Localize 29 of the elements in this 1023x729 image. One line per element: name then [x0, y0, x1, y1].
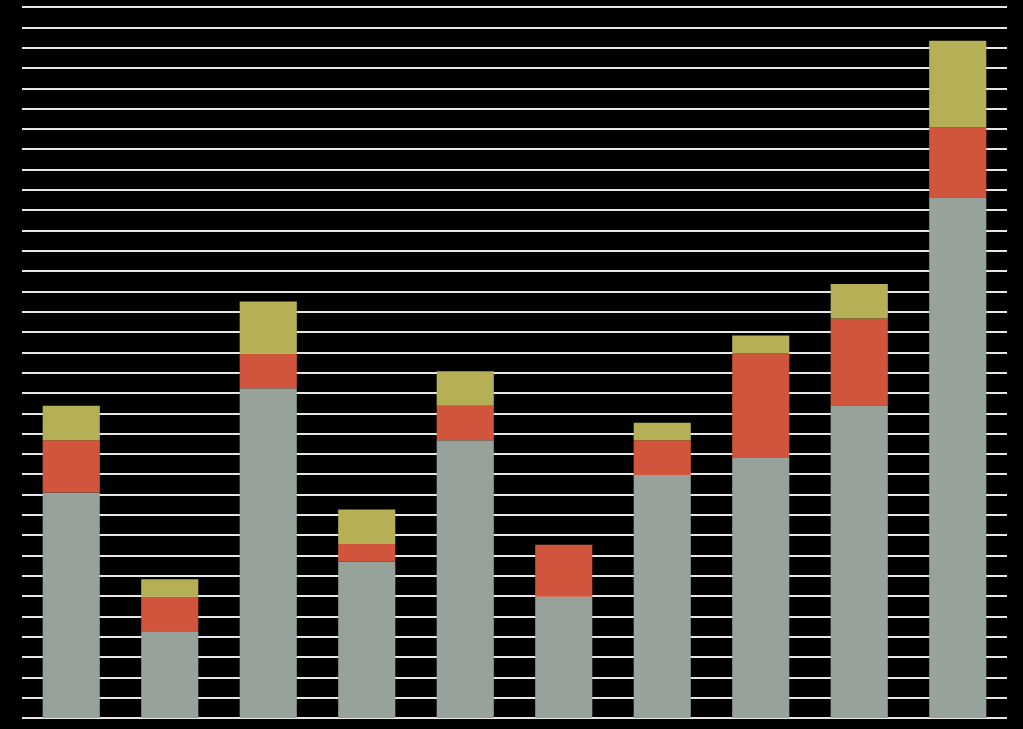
- bar: [633, 422, 691, 441]
- bar: [338, 561, 396, 718]
- bar: [929, 197, 987, 718]
- bar: [42, 492, 100, 718]
- bar: [338, 509, 396, 544]
- bar: [436, 371, 494, 406]
- bar: [830, 318, 888, 406]
- bar: [929, 40, 987, 128]
- bar: [535, 596, 593, 718]
- bar: [830, 283, 888, 319]
- bar: [141, 631, 199, 718]
- bar: [732, 457, 790, 718]
- bar: [338, 543, 396, 562]
- bar: [141, 579, 199, 597]
- bar: [929, 127, 987, 198]
- bar: [436, 405, 494, 441]
- bar: [239, 301, 297, 354]
- bar: [239, 353, 297, 389]
- bar: [239, 388, 297, 718]
- bar: [535, 544, 593, 597]
- bar: [436, 440, 494, 718]
- bar: [732, 335, 790, 354]
- bar: [42, 440, 100, 493]
- bar: [633, 474, 691, 718]
- bar: [830, 405, 888, 718]
- bar: [633, 440, 691, 475]
- bar: [42, 405, 100, 441]
- bar: [732, 353, 790, 458]
- bar: [141, 596, 199, 632]
